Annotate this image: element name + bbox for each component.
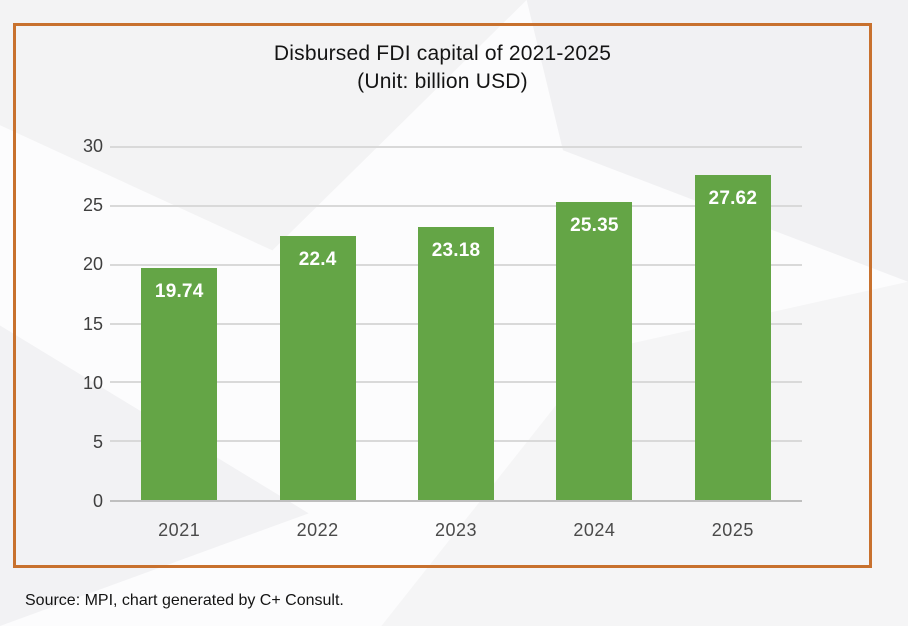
x-tick-label-2025: 2025 <box>711 520 754 540</box>
x-tick-label-2023: 2023 <box>434 520 478 540</box>
bar-value-label-2025: 27.62 <box>708 188 758 210</box>
bar-column-2024: 25.35 <box>525 147 663 500</box>
bar-2022: 22.4 <box>279 236 356 500</box>
plot-area: 19.74 22.4 23.18 25.35 27.62 <box>110 146 802 502</box>
bar-column-2021: 19.74 <box>110 147 248 500</box>
y-tick-label-25: 25 <box>82 195 103 216</box>
bar-value-label-2021: 19.74 <box>154 280 204 302</box>
y-tick-label-15: 15 <box>82 313 103 334</box>
bar-2024: 25.35 <box>556 201 633 500</box>
bar-2021: 19.74 <box>141 267 218 500</box>
y-axis-labels: 0 5 10 15 20 25 30 <box>16 137 103 510</box>
chart-frame: Disbursed FDI capital of 2021-2025 (Unit… <box>13 23 872 568</box>
bar-column-2023: 23.18 <box>387 147 525 500</box>
bar-column-2022: 22.4 <box>248 147 386 500</box>
bar-2025: 27.62 <box>694 175 771 500</box>
x-tick-label-2024: 2024 <box>573 520 616 540</box>
y-tick-label-5: 5 <box>92 431 103 452</box>
bar-column-2025: 27.62 <box>664 147 802 500</box>
y-tick-label-10: 10 <box>82 372 103 393</box>
bar-value-label-2022: 22.4 <box>298 249 337 271</box>
y-tick-label-20: 20 <box>82 254 103 275</box>
bar-value-label-2023: 23.18 <box>431 240 481 262</box>
y-tick-label-30: 30 <box>82 136 103 156</box>
x-tick-label-2021: 2021 <box>158 520 201 540</box>
bars-row: 19.74 22.4 23.18 25.35 27.62 <box>110 147 802 500</box>
y-tick-label-0: 0 <box>92 491 103 511</box>
bar-2023: 23.18 <box>417 227 495 500</box>
x-tick-label-2022: 2022 <box>296 520 339 540</box>
x-axis-labels: 2021 2022 2023 2024 2025 <box>110 504 802 541</box>
chart-title: Disbursed FDI capital of 2021-2025 <box>273 42 612 65</box>
source-note: Source: MPI, chart generated by C+ Consu… <box>25 592 344 609</box>
chart-subtitle: (Unit: billion USD) <box>357 69 528 93</box>
bar-value-label-2024: 25.35 <box>570 214 619 236</box>
